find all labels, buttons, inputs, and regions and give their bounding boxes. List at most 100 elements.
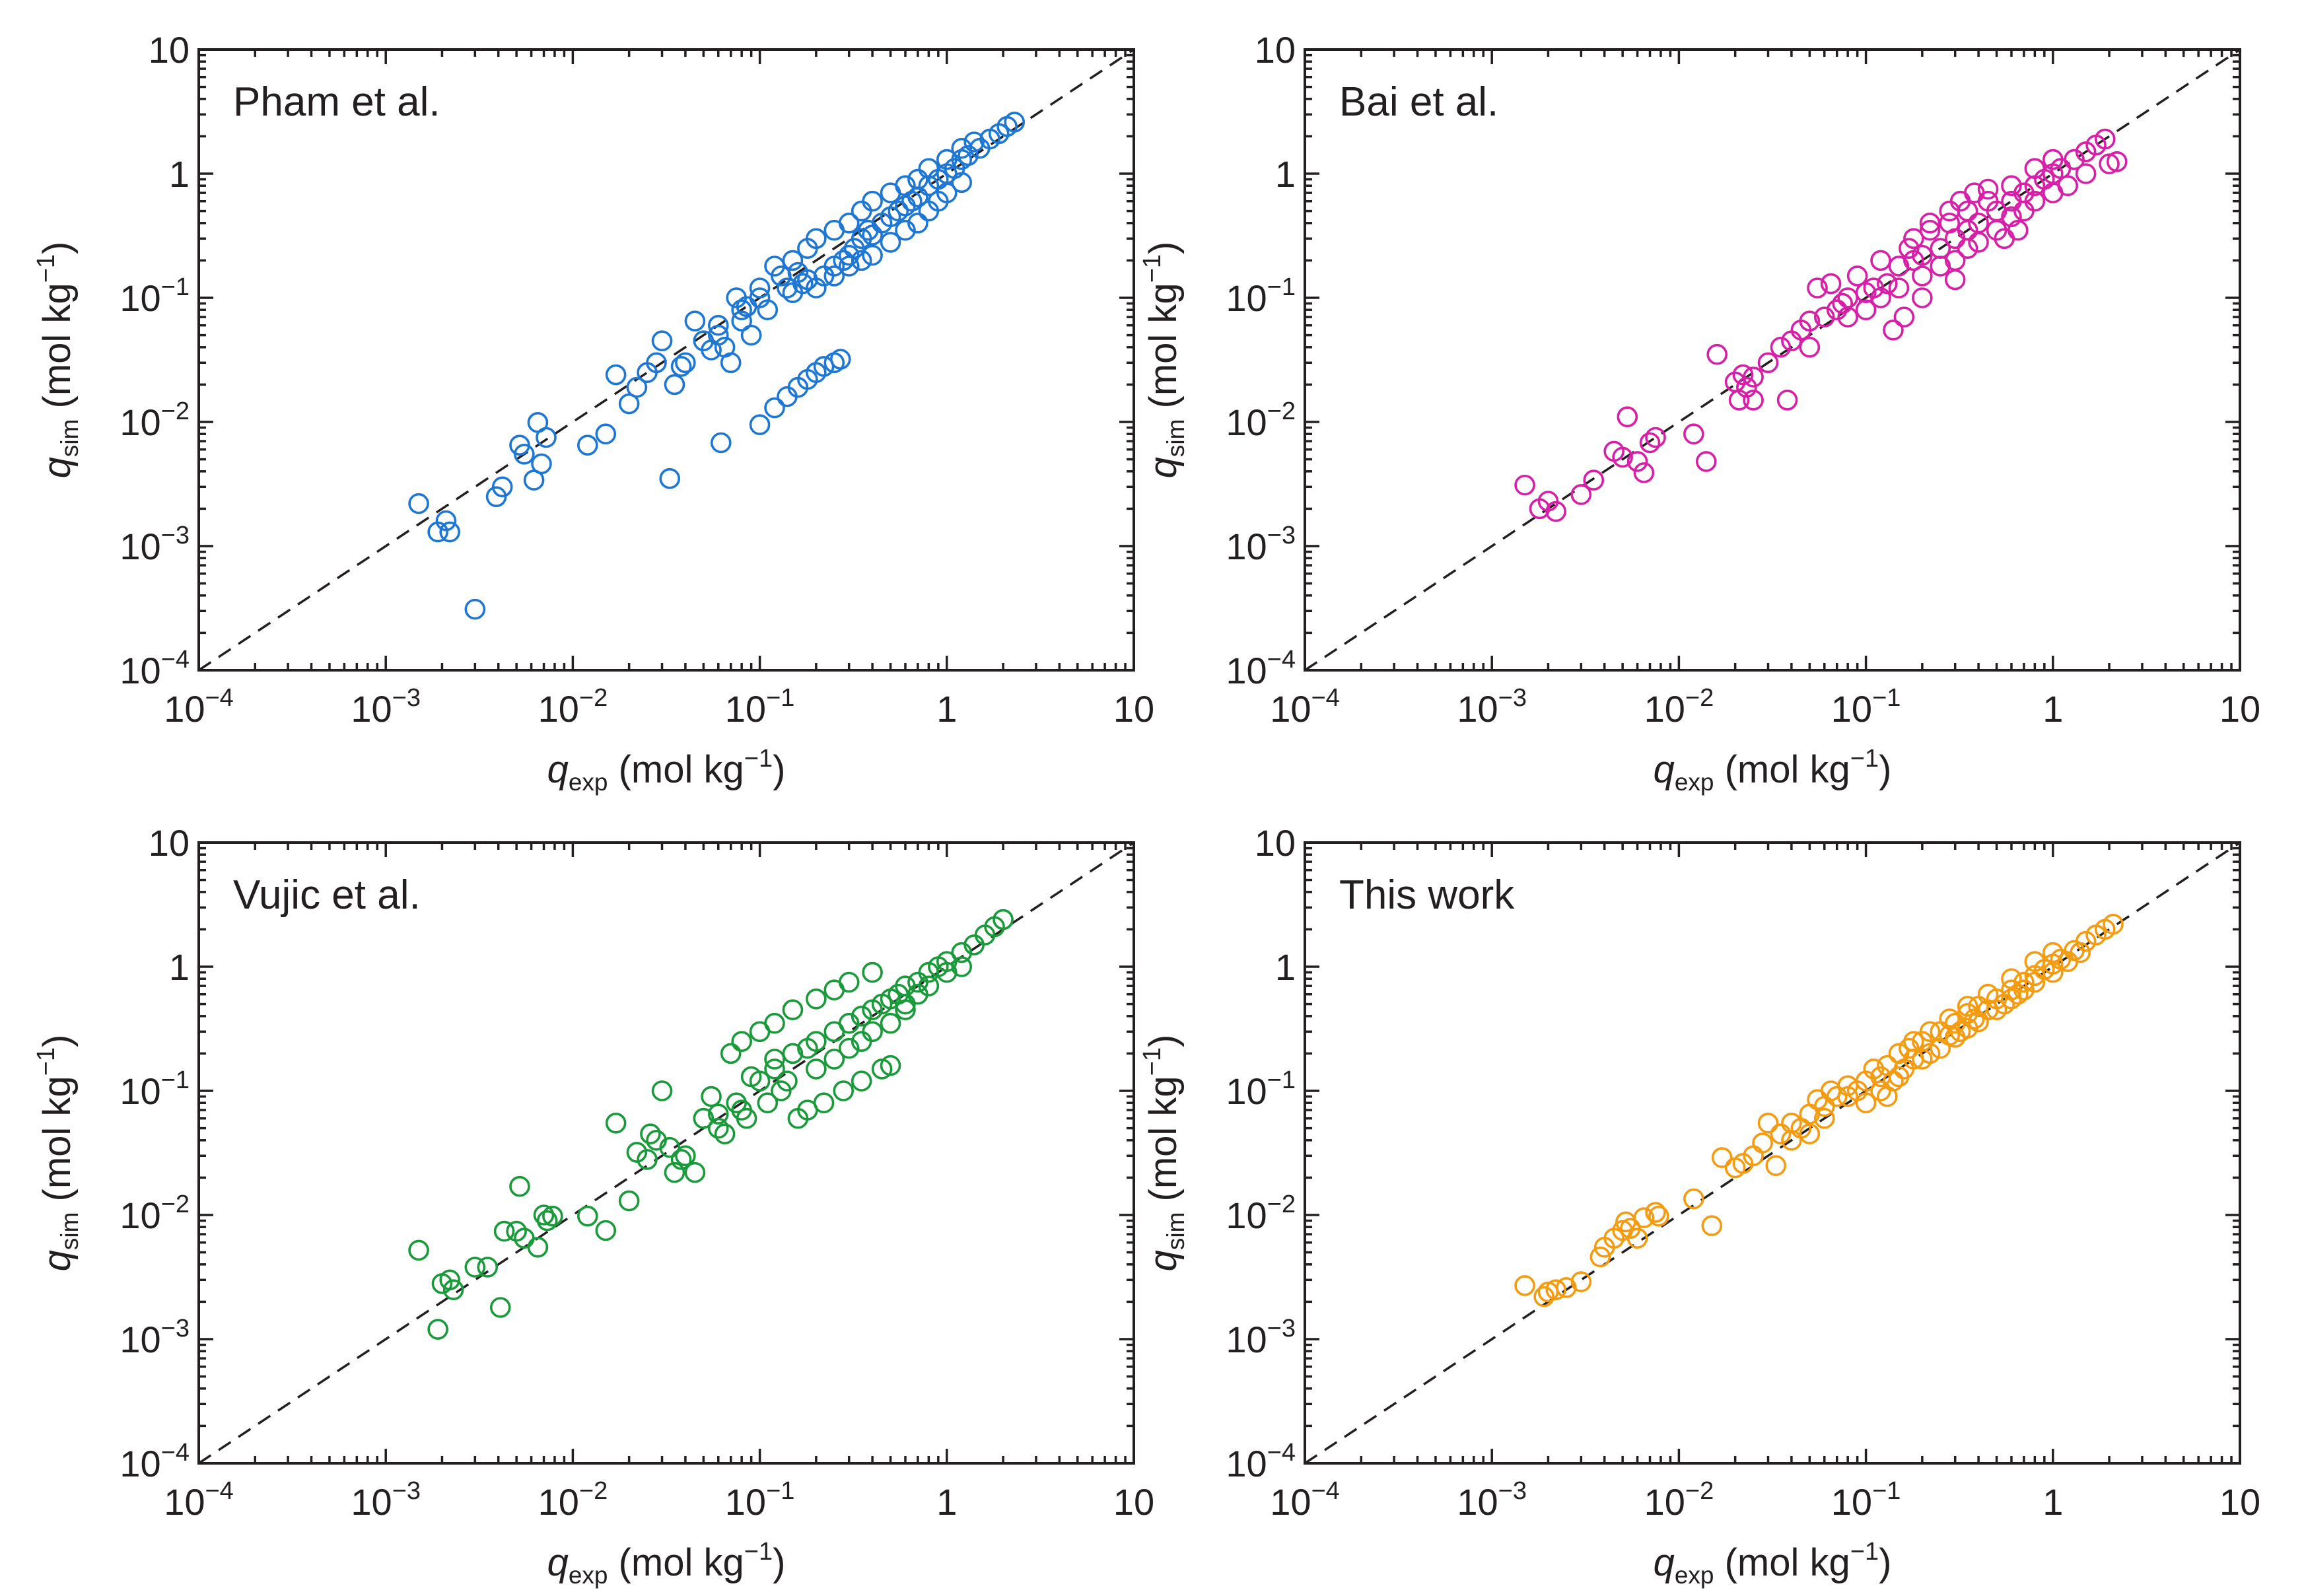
data-point (1957, 1018, 1978, 1039)
data-point (1813, 306, 1835, 328)
data-point (806, 1058, 827, 1080)
data-point (1837, 287, 1858, 308)
y-tick-label: 10−2 (120, 1191, 190, 1236)
data-point (1589, 1246, 1611, 1268)
data-point (1832, 293, 1854, 314)
data-point (1545, 1279, 1566, 1300)
data-point (536, 1210, 558, 1232)
y-tick-label: 1 (169, 946, 190, 988)
data-point (829, 349, 851, 370)
y-tick-label: 10−1 (120, 273, 190, 319)
data-point (838, 256, 860, 277)
data-point (1645, 427, 1666, 448)
y-tick-label: 10−3 (1226, 522, 1296, 567)
data-point (514, 444, 535, 465)
y-tick-label: 10−4 (1226, 646, 1296, 691)
x-tick-label: 10−4 (1270, 684, 1340, 730)
data-point (851, 250, 872, 271)
data-point (731, 299, 752, 321)
data-point (1781, 1130, 1802, 1151)
data-point (1612, 446, 1633, 468)
data-point (862, 244, 883, 266)
data-point (2075, 930, 2097, 952)
data-point (823, 1049, 845, 1070)
x-tick-label: 10 (2219, 1481, 2260, 1523)
data-point (1743, 366, 1764, 388)
data-point (1930, 1037, 1951, 1059)
data-point (749, 287, 771, 308)
y-tick-label: 10−4 (120, 646, 190, 691)
data-point (936, 951, 958, 973)
data-point (506, 1220, 527, 1242)
data-point (670, 356, 692, 377)
data-point (862, 225, 883, 246)
y-tick-label: 10 (149, 29, 190, 71)
data-point (1799, 310, 1821, 331)
data-point (1957, 238, 1978, 259)
y-tick-label: 10−1 (1226, 1066, 1296, 1112)
data-point (2075, 163, 2097, 184)
data-point (1683, 423, 1704, 445)
data-point (1732, 1153, 1754, 1174)
data-point (1968, 232, 1989, 253)
data-point (2001, 968, 2022, 990)
data-point (1533, 1286, 1554, 1307)
data-point (792, 273, 814, 295)
y-tick-label: 10 (149, 822, 190, 864)
data-point (823, 265, 845, 287)
data-point (1626, 1228, 1648, 1249)
data-point (637, 1149, 658, 1170)
x-tick-label: 10−4 (1270, 1477, 1340, 1523)
data-point (1826, 1086, 1848, 1107)
data-point (1893, 306, 1915, 328)
data-point (907, 168, 928, 190)
data-point (2075, 141, 2097, 162)
data-point (1968, 1011, 1989, 1033)
data-point (720, 352, 742, 374)
x-tick-label: 10−1 (1831, 684, 1901, 730)
data-point (1870, 1080, 1891, 1101)
data-point (1645, 1202, 1666, 1223)
x-tick-label: 10 (1113, 688, 1154, 730)
data-point (1903, 1031, 1924, 1052)
data-point (1837, 1086, 1858, 1107)
data-point (851, 200, 872, 222)
data-point (1770, 337, 1792, 358)
data-point (1870, 250, 1891, 271)
data-point (493, 1220, 515, 1242)
x-tick-label: 10−1 (725, 684, 795, 730)
data-point (1799, 337, 1821, 358)
data-point (1855, 1092, 1877, 1114)
data-point (806, 989, 827, 1010)
data-point (757, 1092, 779, 1114)
x-tick-label: 10−3 (1457, 684, 1527, 730)
data-point (595, 423, 617, 445)
data-point (1626, 451, 1648, 472)
data-point (1752, 1132, 1773, 1154)
data-point (749, 1070, 771, 1092)
panel-2: 10−410−4 10−3 10−3 10−2 10−2 10−1 10−1 1 1 10 10 Ba… (1138, 29, 2260, 796)
y-tick-label: 10−3 (120, 522, 190, 567)
y-tick-label: 1 (169, 153, 190, 195)
data-point (806, 228, 827, 250)
data-point (731, 1031, 752, 1052)
parity-line (1304, 48, 2241, 672)
data-point (2099, 153, 2120, 174)
data-point (670, 1149, 692, 1170)
data-point (664, 374, 685, 396)
data-point (2094, 128, 2116, 150)
data-point (951, 137, 973, 159)
data-point (1757, 352, 1779, 374)
data-point (707, 324, 729, 346)
panel-3: 10−410−4 10−3 10−3 10−2 10−2 10−1 10−1 1 1 10 10 Vu… (32, 822, 1154, 1589)
x-tick-label: 1 (2042, 688, 2063, 730)
data-point (895, 219, 916, 241)
data-point (851, 1070, 872, 1092)
panel-1: 10−410−4 10−3 10−3 10−2 10−2 10−1 10−1 1 1 10 10 Ph… (32, 29, 1154, 796)
data-point (2070, 942, 2091, 963)
data-point (1617, 406, 1638, 428)
data-point (1711, 1147, 1733, 1168)
data-point (701, 1086, 722, 1107)
data-point (675, 352, 696, 374)
